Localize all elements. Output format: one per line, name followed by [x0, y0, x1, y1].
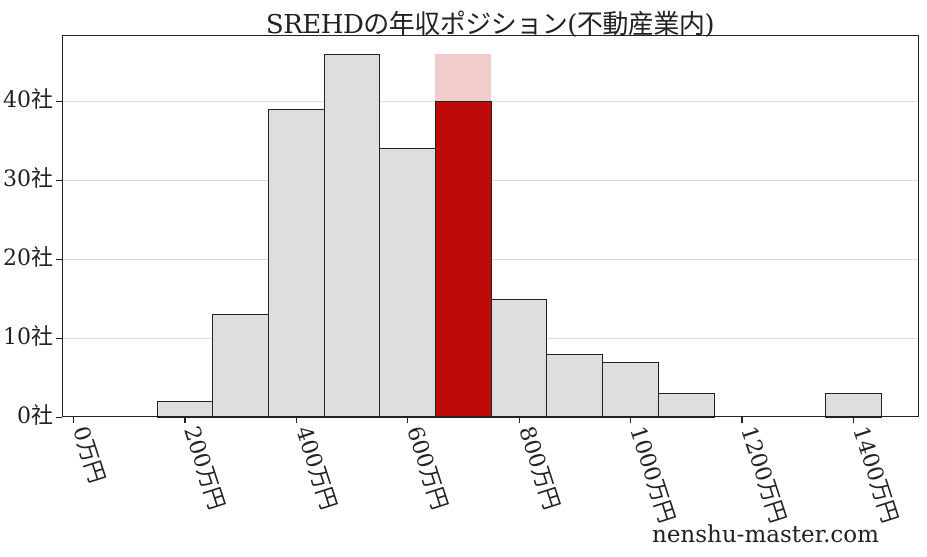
- x-tick: [852, 417, 855, 423]
- y-tick: [56, 338, 62, 340]
- highlight-bar: [435, 101, 492, 418]
- x-tick: [73, 417, 75, 423]
- y-tick-label: 10社: [3, 325, 53, 350]
- histogram-bar: [657, 393, 715, 418]
- x-tick-label: 200万円: [178, 423, 229, 513]
- x-tick-label: 1200万円: [735, 423, 791, 527]
- y-tick-label: 40社: [3, 88, 53, 113]
- x-tick-label: 600万円: [401, 423, 452, 513]
- histogram-bar: [824, 393, 882, 418]
- y-tick: [56, 259, 62, 261]
- y-tick: [56, 180, 62, 182]
- x-tick-label: 400万円: [289, 423, 341, 513]
- y-tick-label: 20社: [3, 246, 53, 271]
- x-tick-label: 1400万円: [846, 423, 902, 527]
- y-tick-label: 0社: [17, 404, 53, 429]
- y-tick-label: 30社: [3, 167, 53, 192]
- x-tick: [184, 417, 186, 423]
- x-tick: [518, 417, 520, 423]
- x-tick: [630, 417, 632, 423]
- plot-frame: [62, 35, 919, 417]
- y-tick: [56, 417, 62, 419]
- histogram-bar: [546, 353, 604, 418]
- x-tick: [295, 417, 298, 423]
- x-tick-label: 800万円: [512, 423, 564, 513]
- x-tick: [407, 417, 409, 423]
- y-tick: [56, 101, 62, 103]
- histogram-bar: [323, 53, 381, 418]
- x-tick-label: 1000万円: [624, 423, 679, 527]
- x-tick: [741, 417, 743, 423]
- watermark: nenshu-master.com: [652, 522, 879, 548]
- x-tick-label: 0万円: [67, 423, 109, 487]
- histogram-bar: [379, 148, 437, 418]
- histogram-bar: [490, 298, 548, 418]
